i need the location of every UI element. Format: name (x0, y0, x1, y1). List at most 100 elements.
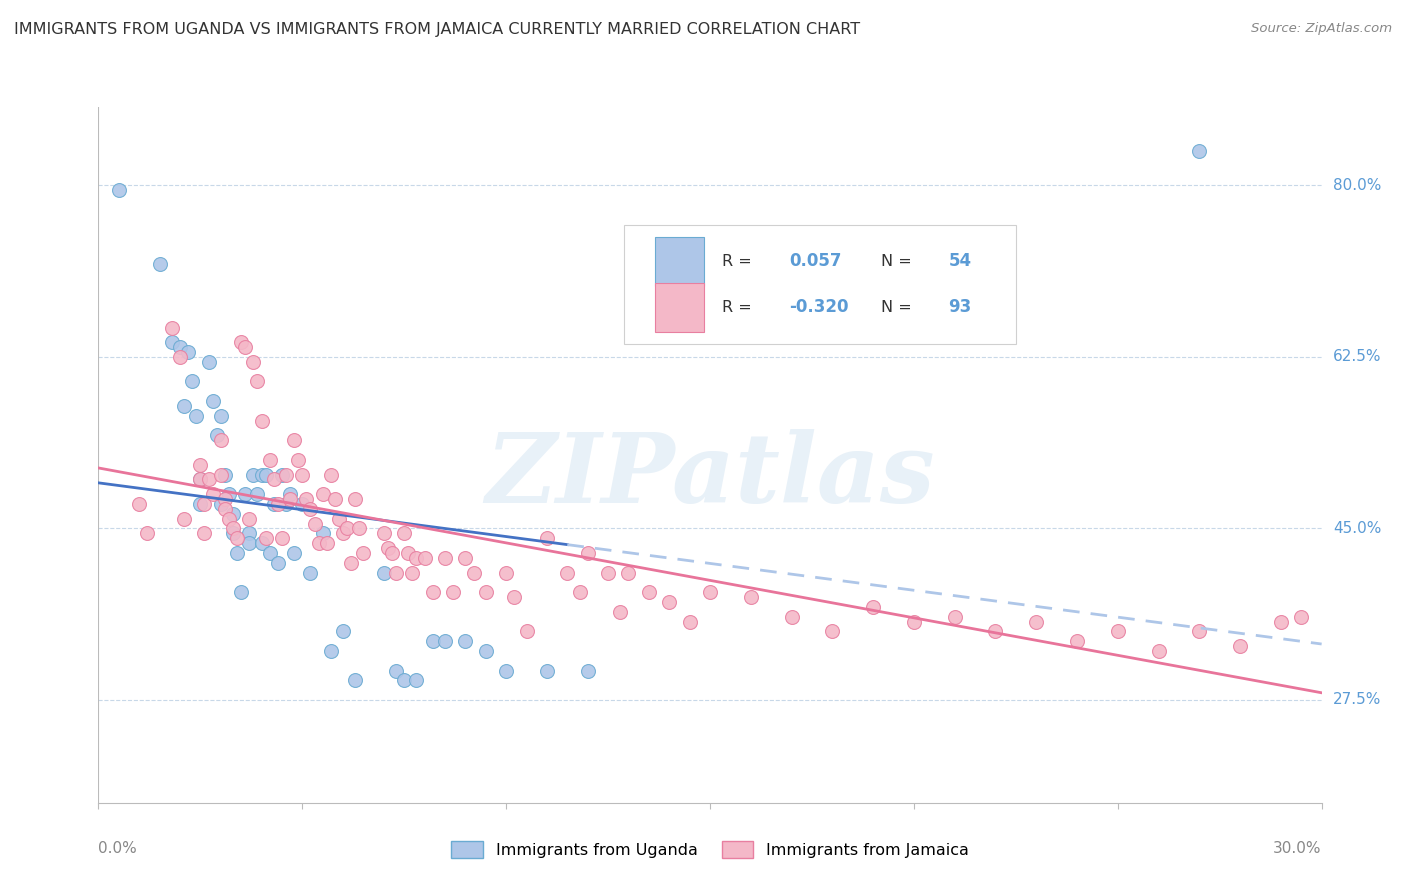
Point (246, 375, 269, 389)
Point (169, 340, 191, 354)
Point (344, 673, 367, 688)
Point (396, 546, 419, 560)
Point (740, 590, 762, 604)
Point (259, 546, 281, 560)
Point (231, 335, 253, 350)
Point (238, 511, 260, 525)
Point (943, 609, 966, 624)
Point (1147, 644, 1170, 658)
Point (576, 546, 599, 560)
Point (903, 615, 925, 629)
Point (181, 375, 204, 389)
Text: ZIPatlas: ZIPatlas (485, 429, 935, 523)
Point (336, 521, 359, 535)
Point (1107, 624, 1129, 639)
Point (209, 497, 232, 511)
Text: 93: 93 (949, 299, 972, 317)
Point (177, 345, 200, 359)
Point (536, 664, 558, 678)
Text: 27.5%: 27.5% (1333, 692, 1381, 707)
Point (780, 609, 803, 624)
Text: IMMIGRANTS FROM UGANDA VS IMMIGRANTS FROM JAMAICA CURRENTLY MARRIED CORRELATION : IMMIGRANTS FROM UGANDA VS IMMIGRANTS FRO… (14, 22, 860, 37)
Text: 45.0%: 45.0% (1333, 521, 1381, 536)
Point (392, 526, 416, 541)
FancyBboxPatch shape (624, 226, 1015, 343)
Text: 30.0%: 30.0% (1274, 841, 1322, 856)
Text: R =: R = (723, 300, 758, 315)
Point (332, 526, 354, 541)
Point (209, 409, 232, 423)
Point (238, 526, 260, 541)
Point (422, 634, 444, 648)
Point (405, 550, 427, 565)
Point (454, 550, 477, 565)
Point (250, 467, 273, 482)
Text: 54: 54 (949, 252, 972, 270)
Point (319, 467, 342, 482)
Point (291, 497, 314, 511)
Point (474, 585, 498, 599)
Point (267, 556, 290, 570)
FancyBboxPatch shape (655, 283, 704, 332)
Point (193, 497, 215, 511)
Point (108, 183, 131, 197)
Text: 0.057: 0.057 (790, 252, 842, 270)
Point (319, 644, 342, 658)
Point (246, 487, 269, 501)
Text: -0.320: -0.320 (790, 299, 849, 317)
Point (254, 467, 277, 482)
Point (385, 664, 408, 678)
Point (422, 585, 444, 599)
Point (536, 531, 558, 545)
Point (209, 434, 232, 448)
Point (197, 472, 219, 486)
Point (214, 491, 236, 506)
Text: N =: N = (882, 254, 917, 269)
Point (128, 497, 150, 511)
Point (328, 511, 350, 525)
Point (188, 497, 212, 511)
Point (315, 536, 337, 550)
Point (270, 531, 294, 545)
Text: 62.5%: 62.5% (1333, 350, 1381, 365)
Point (278, 487, 301, 501)
Point (340, 556, 363, 570)
Point (259, 452, 281, 467)
Point (270, 467, 294, 482)
Point (222, 526, 245, 541)
Point (679, 615, 702, 629)
Point (1270, 615, 1292, 629)
Point (186, 409, 208, 423)
Point (209, 467, 232, 482)
Point (352, 546, 374, 560)
Point (576, 664, 599, 678)
Point (173, 511, 195, 525)
Point (1229, 639, 1251, 653)
Point (463, 566, 485, 580)
Text: N =: N = (882, 300, 917, 315)
Point (231, 585, 253, 599)
Point (441, 585, 464, 599)
Text: Source: ZipAtlas.com: Source: ZipAtlas.com (1251, 22, 1392, 36)
Point (312, 487, 335, 501)
Text: 80.0%: 80.0% (1333, 178, 1381, 193)
Point (434, 550, 457, 565)
Point (160, 335, 183, 350)
Point (699, 585, 721, 599)
Point (226, 546, 249, 560)
Point (658, 595, 681, 609)
Point (1188, 624, 1211, 639)
Point (1291, 609, 1313, 624)
Point (312, 526, 335, 541)
Point (385, 566, 408, 580)
Point (226, 531, 249, 545)
Point (377, 541, 399, 555)
Point (197, 355, 219, 369)
Point (283, 434, 305, 448)
Point (401, 566, 423, 580)
Point (238, 536, 260, 550)
Point (349, 521, 371, 535)
Point (984, 624, 1007, 639)
Point (193, 526, 215, 541)
Point (242, 355, 264, 369)
